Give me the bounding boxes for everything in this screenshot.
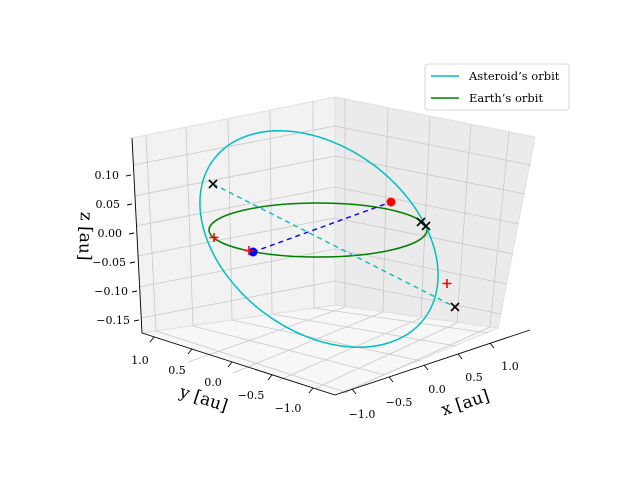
grid-right-v4 bbox=[456, 123, 472, 324]
node-x-marker bbox=[450, 302, 460, 312]
z-tick-mark bbox=[128, 232, 135, 235]
grid-floor-b5 bbox=[343, 326, 491, 394]
x-tick-mark bbox=[388, 376, 394, 383]
z-tick-mark bbox=[131, 290, 138, 293]
y-tick-mark bbox=[267, 374, 273, 381]
z-tick-label: 0.05 bbox=[96, 198, 121, 211]
grid-right-v5 bbox=[489, 131, 510, 328]
pane-back-left bbox=[131, 96, 336, 334]
x-tick-mark bbox=[423, 364, 429, 371]
z-tick-label: −0.15 bbox=[96, 314, 130, 327]
grid-right-h3 bbox=[334, 186, 520, 225]
asteroid-position-marker bbox=[386, 197, 396, 207]
grid-right-v2 bbox=[382, 107, 389, 313]
y-axis-label: y [au] bbox=[176, 382, 230, 417]
grid-left-h2 bbox=[133, 155, 336, 197]
y-axis-line bbox=[141, 332, 336, 396]
grid-right-h2 bbox=[334, 155, 526, 195]
y-tick-label: 0.0 bbox=[204, 376, 222, 389]
grid-floor-b4 bbox=[315, 322, 458, 389]
grid-left-v1 bbox=[145, 135, 157, 332]
line-of-nodes bbox=[212, 183, 456, 308]
z-tick-mark bbox=[129, 261, 136, 264]
z-tick-mark bbox=[133, 319, 140, 322]
z-tick-label: −0.05 bbox=[92, 256, 126, 269]
grid-lines bbox=[132, 99, 532, 394]
z-tick-label: 0.10 bbox=[95, 169, 120, 182]
y-tick-mark bbox=[187, 348, 193, 355]
legend-box bbox=[424, 63, 570, 111]
grid-left-v4 bbox=[269, 109, 273, 315]
crossing-plus-marker bbox=[442, 279, 452, 288]
node-x-marker bbox=[208, 179, 218, 189]
crossing-plus-marker bbox=[209, 233, 219, 242]
tick-marks bbox=[125, 174, 495, 395]
grid-floor-b2 bbox=[232, 311, 384, 374]
grid-left-v2 bbox=[185, 127, 194, 327]
crossing-markers bbox=[209, 233, 452, 288]
y-tick-label: −1.0 bbox=[275, 402, 302, 415]
y-tick-mark bbox=[227, 361, 233, 368]
x-tick-mark bbox=[489, 342, 495, 349]
grid-right-h1 bbox=[334, 125, 532, 166]
x-tick-label: 0.5 bbox=[465, 371, 483, 384]
y-tick-label: −0.5 bbox=[238, 389, 265, 402]
grid-floor-b1 bbox=[187, 306, 346, 363]
y-tick-label: 1.0 bbox=[131, 354, 149, 367]
grid-left-h6 bbox=[140, 280, 336, 319]
x-tick-mark bbox=[351, 388, 357, 395]
x-axis-line bbox=[334, 329, 531, 396]
y-tick-mark bbox=[149, 336, 155, 343]
grid-floor-a5 bbox=[313, 307, 489, 334]
node-x-marker bbox=[421, 221, 431, 231]
earth-to-asteroid-line bbox=[252, 201, 392, 253]
x-tick-mark bbox=[457, 353, 463, 360]
z-tick-label: −0.10 bbox=[94, 285, 128, 298]
x-tick-label: 0.0 bbox=[428, 383, 446, 396]
z-tick-mark bbox=[126, 203, 133, 206]
z-axis-line bbox=[131, 137, 143, 334]
y-tick-label: 0.5 bbox=[168, 364, 186, 377]
grid-right-v3 bbox=[420, 115, 431, 319]
y-tick-mark bbox=[308, 387, 314, 394]
legend-label-earth: Earth’s orbit bbox=[469, 91, 543, 105]
grid-floor-b3 bbox=[276, 317, 422, 382]
grid-floor-a4 bbox=[271, 313, 457, 347]
x-tick-label: −1.0 bbox=[349, 408, 376, 421]
grid-left-h5 bbox=[138, 248, 336, 288]
grid-left-h3 bbox=[135, 186, 336, 227]
legend-label-asteroid: Asteroid’s orbit bbox=[468, 69, 560, 83]
grid-left-h4 bbox=[136, 217, 336, 257]
legend: Asteroid’s orbit Earth’s orbit bbox=[424, 63, 570, 111]
x-axis-label: x [au] bbox=[439, 386, 492, 420]
x-tick-label: 1.0 bbox=[501, 360, 519, 373]
grid-left-v3 bbox=[227, 118, 233, 321]
crossing-plus-marker bbox=[244, 246, 254, 255]
z-tick-label: 0.00 bbox=[98, 227, 123, 240]
x-tick-label: −0.5 bbox=[386, 396, 413, 409]
grid-right-h6 bbox=[334, 280, 502, 315]
node-markers bbox=[208, 179, 460, 312]
z-tick-mark bbox=[125, 174, 132, 177]
asteroid-orbit-line bbox=[199, 130, 439, 348]
z-axis-label: z [au] bbox=[74, 211, 96, 260]
earth-position-marker bbox=[248, 247, 258, 257]
grid-floor-a1 bbox=[155, 330, 349, 394]
